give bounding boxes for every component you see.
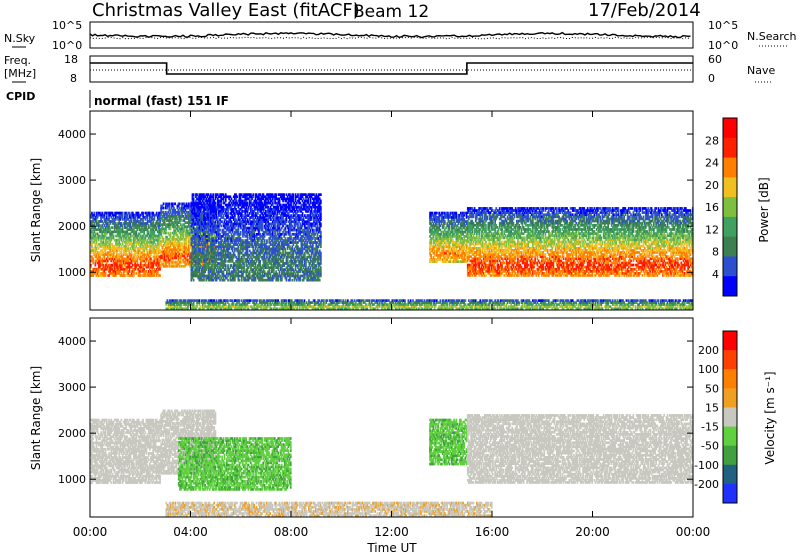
freq-right-tick-bottom: 0 <box>708 72 715 85</box>
freq-right-tick-top: 60 <box>708 53 722 66</box>
power-cell <box>150 258 152 261</box>
power-cell <box>179 203 181 206</box>
power-cell <box>140 274 142 277</box>
freq-traces <box>90 63 693 74</box>
freq-panel-frame <box>90 56 693 82</box>
power-cell <box>181 242 183 245</box>
noise-right-tick-top: 10^5 <box>708 19 738 32</box>
power-cell <box>163 238 165 241</box>
power-cell <box>135 272 137 275</box>
power-cell <box>159 237 161 240</box>
freq-right-label: Nave <box>747 64 775 77</box>
power-cell <box>170 232 172 235</box>
power-cell <box>168 203 170 206</box>
power-cell <box>93 212 95 215</box>
power-heatmap-cells <box>90 193 694 310</box>
freq-left-tick-top: 18 <box>64 53 78 66</box>
power-cell <box>148 231 150 234</box>
power-cell <box>131 239 133 242</box>
power-cell <box>92 258 94 261</box>
freq-left-label-1: Freq. <box>4 54 31 67</box>
frequency-trace <box>90 63 693 74</box>
power-cell <box>163 203 165 206</box>
power-cell <box>105 272 107 275</box>
power-cell <box>113 235 115 238</box>
power-cell <box>112 226 114 229</box>
power-cell <box>149 212 151 215</box>
power-cell <box>159 274 161 277</box>
cpid-label: CPID <box>6 90 35 103</box>
noise-left-tick-top: 10^5 <box>52 19 82 32</box>
power-cell <box>166 265 168 268</box>
date-label: 17/Feb/2014 <box>588 0 701 21</box>
noise-search-trace <box>90 37 691 38</box>
power-cell <box>124 274 126 277</box>
power-cell <box>163 207 165 210</box>
freq-left-tick-bottom: 8 <box>70 72 77 85</box>
power-cell <box>142 212 144 215</box>
noise-sky-trace <box>90 33 691 38</box>
power-cell <box>174 203 176 206</box>
noise-right-label: N.Search <box>747 30 797 43</box>
power-cell <box>122 212 124 215</box>
radar-summary-plot: Christmas Valley East (fitACF) Beam 12 1… <box>0 0 800 554</box>
station-title: Christmas Valley East (fitACF) <box>92 0 360 21</box>
noise-left-tick-bottom: 10^0 <box>52 39 82 52</box>
noise-traces <box>90 33 691 39</box>
freq-left-label-2: [MHz] <box>4 67 36 80</box>
cpid-mode-text: normal (fast) 151 IF <box>94 94 229 108</box>
beam-label: Beam 12 <box>353 2 429 22</box>
noise-left-label: N.Sky <box>4 32 36 45</box>
noise-right-tick-bottom: 10^0 <box>708 39 738 52</box>
